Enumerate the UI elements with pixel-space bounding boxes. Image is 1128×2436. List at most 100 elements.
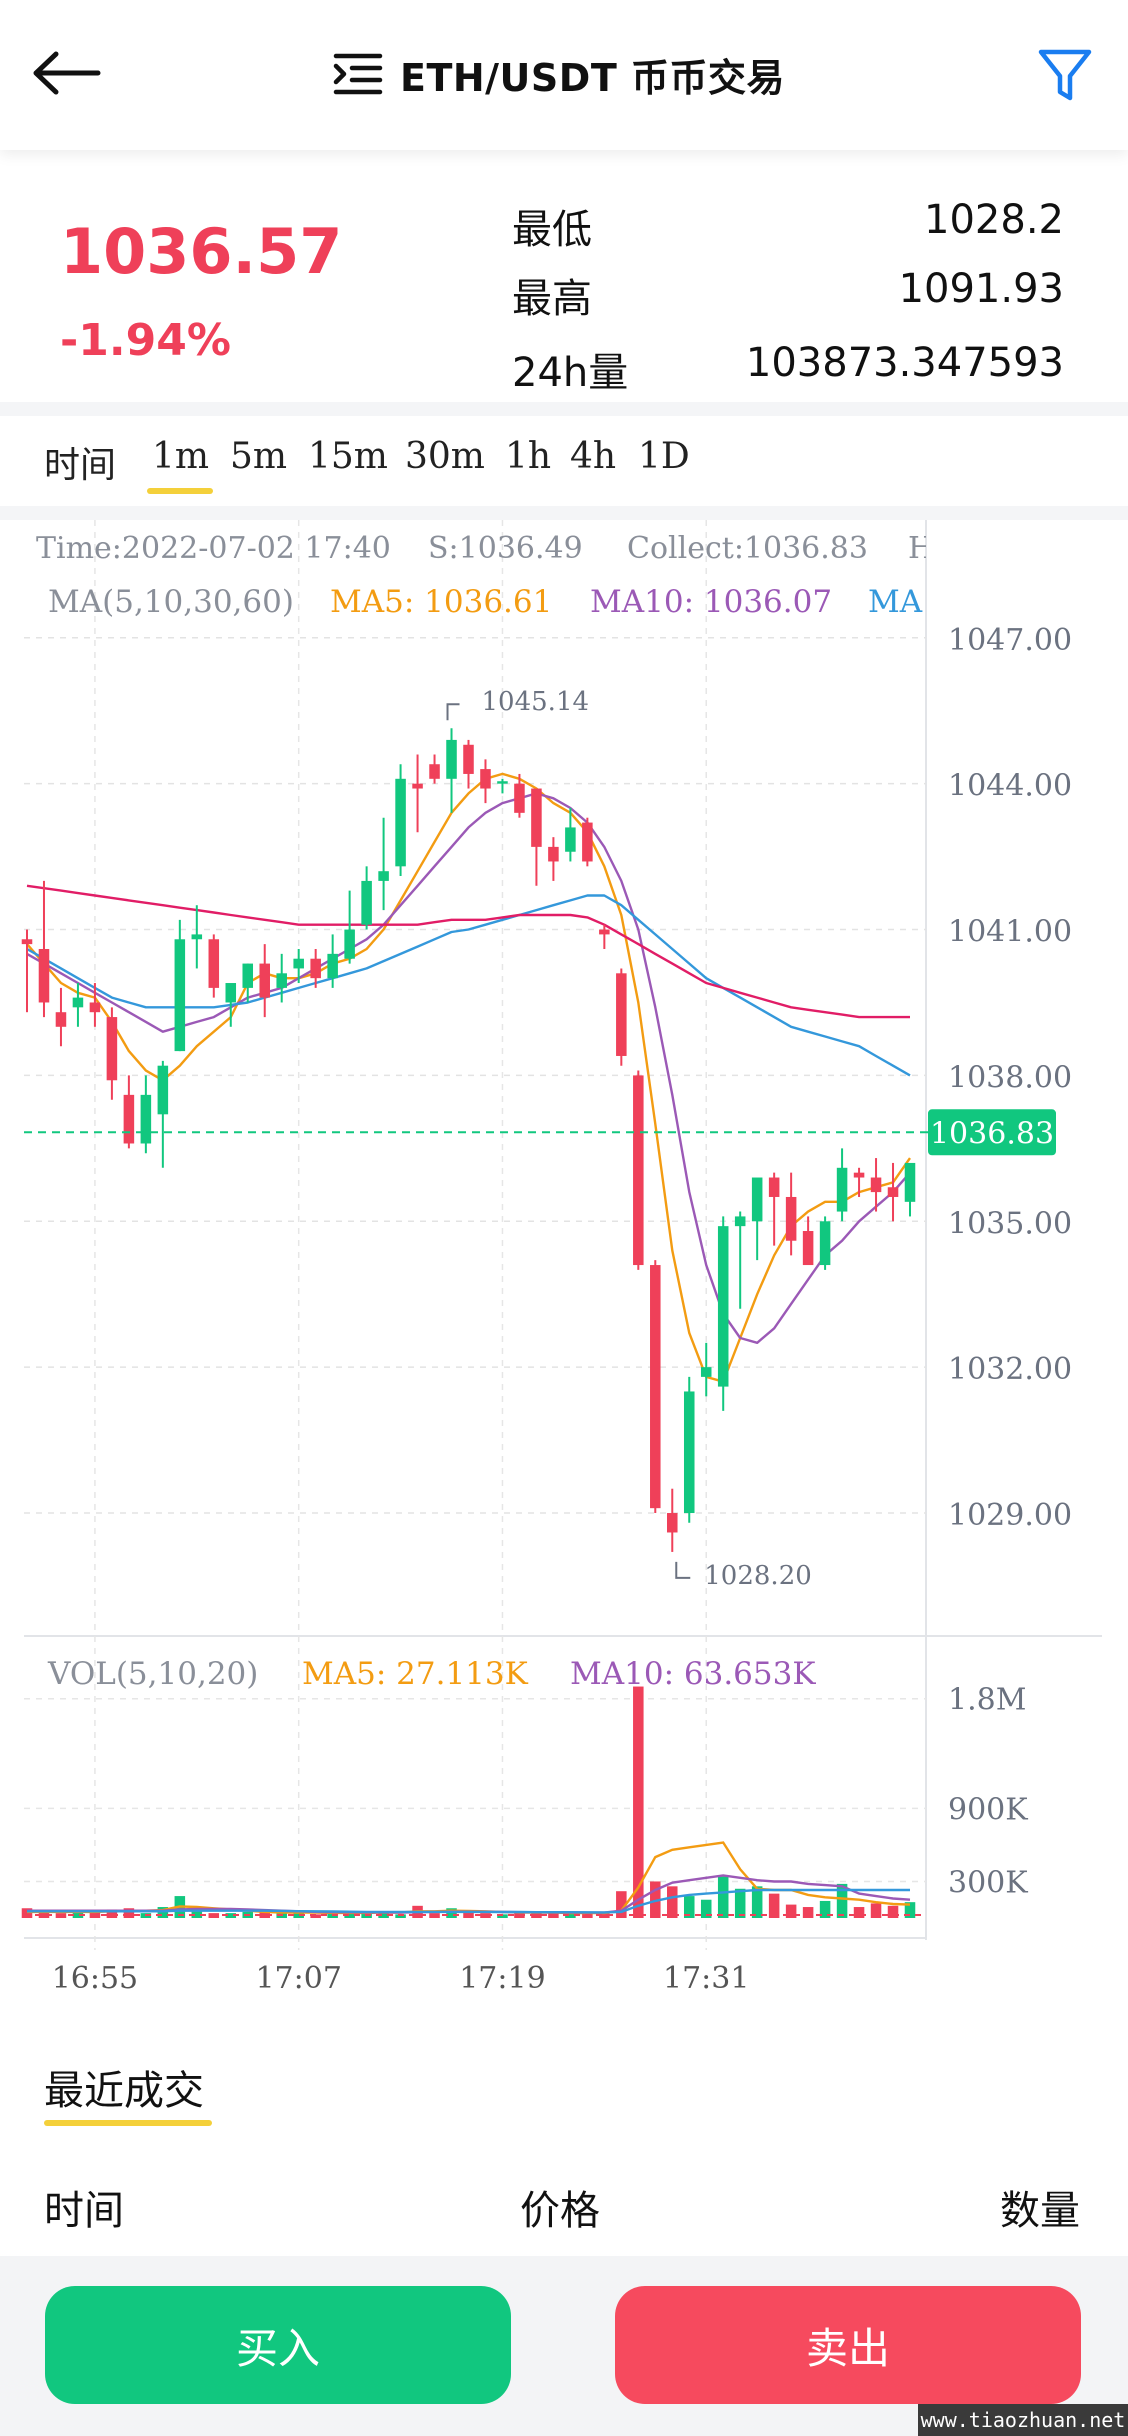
volume-bar (225, 1913, 237, 1918)
filter-button[interactable] (1035, 44, 1095, 106)
ma-line-ma30 (26, 894, 911, 1077)
price-axis-label: 1041.00 (948, 915, 1072, 950)
low-value: 1028.2 (924, 197, 1064, 243)
candle-body (616, 973, 627, 1056)
candle-body (768, 1177, 780, 1197)
volume-bar (751, 1886, 763, 1918)
page-title: ETH/USDT 币币交易 (400, 55, 785, 100)
timeframe-5m[interactable]: 5m (230, 436, 288, 477)
recent-trades-title[interactable]: 最近成交 (44, 2068, 204, 2114)
candle-body (717, 1226, 729, 1387)
price-axis-label: 1029.00 (948, 1498, 1072, 1533)
min-marker-arrow (675, 1561, 691, 1579)
timeframe-1d[interactable]: 1D (638, 436, 690, 477)
sell-button[interactable]: 卖出 (615, 2286, 1081, 2404)
volume-ma5-legend: MA5: 27.113K (302, 1656, 529, 1692)
high-value: 1091.93 (898, 266, 1064, 312)
timeframe-4h[interactable]: 4h (570, 436, 617, 477)
time-axis-label: 17:19 (459, 1961, 545, 1996)
volume-bar (531, 1911, 542, 1918)
candle-body (72, 997, 84, 1008)
volume-bar (565, 1913, 576, 1918)
ma-line-ma5 (26, 772, 911, 1383)
candle-body (259, 963, 270, 998)
candle-body (734, 1216, 746, 1227)
watermark: www.tiaozhuan.net (918, 2404, 1128, 2436)
candle-body (429, 764, 440, 779)
ticker-panel (0, 150, 1128, 402)
volume-bar (72, 1910, 84, 1918)
volume-ma10-legend: MA10: 63.653K (570, 1656, 816, 1692)
timeframe-30m[interactable]: 30m (405, 436, 485, 477)
volume-bar (599, 1913, 610, 1918)
timeframe-15m[interactable]: 15m (308, 436, 388, 477)
volume-bar (344, 1911, 355, 1918)
buy-button[interactable]: 买入 (45, 2286, 511, 2404)
volume-axis-label: 300K (948, 1865, 1028, 1900)
max-price-marker: 1045.14 (482, 687, 590, 717)
candle-body (802, 1231, 814, 1266)
candle-body (548, 846, 559, 862)
candle-body (819, 1221, 831, 1266)
candle-body (310, 958, 321, 979)
chart-info-text: Time:2022-07-02 17:40 (36, 531, 391, 566)
max-marker-arrow (446, 703, 460, 721)
volume-bar (106, 1909, 118, 1918)
volume-bar (616, 1891, 627, 1918)
candle-body (38, 948, 50, 1003)
candle-body (140, 1094, 152, 1144)
col-header-price: 价格 (520, 2188, 600, 2234)
volume-bar (700, 1899, 712, 1918)
candle-body (344, 929, 355, 959)
back-button[interactable] (28, 40, 108, 106)
section-divider (0, 506, 1128, 520)
candle-body (361, 880, 372, 925)
timeframe-selected-indicator (147, 488, 213, 494)
volume-axis-label: 1.8M (948, 1683, 1026, 1718)
candle-body (565, 827, 576, 852)
time-axis-label: 16:55 (52, 1961, 138, 1996)
candle-body (327, 953, 338, 979)
min-price-marker: 1028.20 (704, 1561, 812, 1591)
candle-body (683, 1391, 695, 1514)
candle-body (293, 958, 304, 969)
candle-body (599, 929, 610, 935)
time-axis-label: 17:07 (255, 1961, 341, 1996)
candle-body (208, 939, 220, 988)
price-axis-label: 1035.00 (948, 1206, 1072, 1241)
top-nav-bar: ETH/USDT 币币交易 (0, 0, 1128, 150)
volume-bar (38, 1910, 50, 1918)
candle-body (667, 1513, 678, 1533)
section-divider (0, 402, 1128, 416)
ma-line-ma60 (26, 884, 910, 1019)
current-price-tag-label: 1036.83 (930, 1116, 1054, 1151)
volume-bar (293, 1913, 304, 1918)
volume-bar (667, 1886, 678, 1918)
volume-bar (123, 1908, 135, 1918)
volume-bar (21, 1908, 33, 1918)
timeframe-1m[interactable]: 1m (152, 436, 210, 477)
price-axis-label: 1032.00 (948, 1352, 1072, 1387)
volume-bar (768, 1893, 780, 1918)
pair-title-group[interactable]: ETH/USDT 币币交易 (330, 44, 785, 104)
kline-chart[interactable]: 1047.00 1044.00 1041.00 1038.00 1035.00 1032.… (0, 520, 1128, 2020)
candle-body (650, 1265, 661, 1509)
volume-bar (904, 1902, 916, 1918)
candle-body (395, 778, 406, 867)
volume-bar (734, 1888, 746, 1918)
candle-body (242, 963, 254, 988)
volume-bar (310, 1914, 321, 1918)
volume-bar (395, 1914, 406, 1918)
volume-bar (480, 1913, 491, 1918)
candle-body (21, 939, 33, 945)
volume-bar (191, 1910, 203, 1918)
candle-body (836, 1167, 848, 1212)
candle-body (531, 788, 542, 847)
candle-body (191, 934, 203, 940)
timeframe-1h[interactable]: 1h (505, 436, 552, 477)
candle-body (89, 1002, 101, 1013)
candle-body (55, 1012, 67, 1027)
volume-legend-label: VOL(5,10,20) (47, 1656, 258, 1692)
list-menu-icon (333, 53, 383, 95)
volume-bar (853, 1907, 865, 1918)
